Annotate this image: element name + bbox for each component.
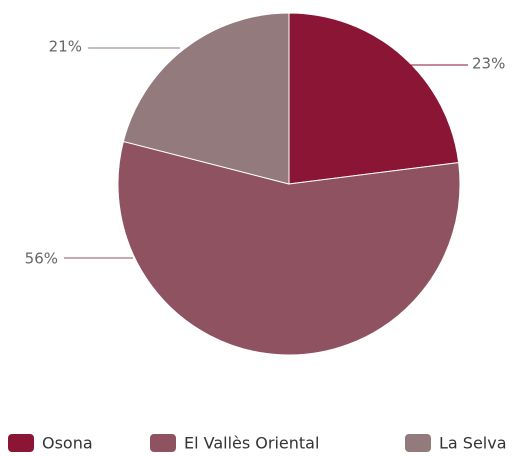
pie-slice	[288, 12, 460, 185]
pie-slice	[122, 12, 290, 185]
data-label: 21%	[49, 38, 82, 56]
pie-slice	[117, 140, 461, 356]
legend-swatch	[405, 434, 431, 452]
data-label: 56%	[25, 250, 58, 268]
legend-label: La Selva	[439, 434, 507, 453]
legend-swatch	[8, 434, 34, 452]
data-label: 23%	[472, 55, 505, 73]
legend-swatch	[150, 434, 176, 452]
legend-label: El Vallès Oriental	[184, 434, 319, 453]
legend-label: Osona	[42, 434, 93, 453]
